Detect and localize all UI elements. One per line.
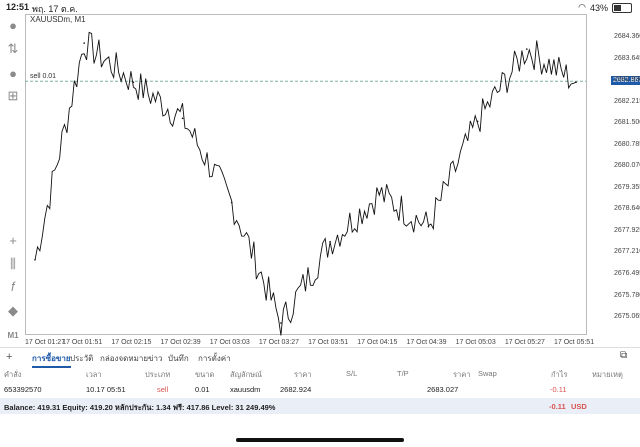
y-tick-label: 2682.930 [614,76,640,84]
y-tick-label: 2680.785 [614,140,640,148]
price-point [329,240,331,243]
header-symbol: สัญลักษณ์ [230,370,263,379]
header-size: ขนาด [195,370,215,379]
order-profit: -0.11 [550,385,567,394]
candle-icon[interactable]: ⫼ [10,256,16,271]
order-current-price: 2683.027 [427,385,459,394]
left-toolbar: ● ⇅ ● ⊞ + ⫼ 𝑓 ◆ M1 [0,14,24,344]
header-price: ราคา [294,370,312,379]
tab-mailbox[interactable]: กล่องจดหมาย [100,354,149,363]
x-tick-label: 17 Oct 04:15 [357,339,398,346]
wifi-icon: ◠ [578,2,586,12]
price-point [575,81,577,83]
panel-toggle-icon[interactable]: ⧉ [620,350,628,361]
function-icon[interactable]: 𝑓 [10,279,16,294]
x-tick-label: 17 Oct 03:03 [209,339,250,346]
x-tick-label: 17 Oct 01:27 [25,339,66,346]
balance-bar: Balance: 419.31 Equity: 419.20 หลักประกั… [0,398,640,414]
header-swap: Swap [478,369,497,378]
order-time: 10.17 05:51 [86,385,126,394]
current-price-tag: 2682.867 [611,76,640,85]
tab-history[interactable]: ประวัติ [70,354,94,363]
order-symbol: xauusdm [230,385,261,394]
table-row[interactable]: 653392570 10.17 05:51 sell 0.01 xauusdm … [0,382,640,396]
price-point [427,225,430,228]
y-tick-label: 2675.065 [614,313,640,321]
price-point [526,48,528,50]
header-tp: T/P [397,369,409,378]
price-point [181,117,184,120]
price-series-line [34,31,577,336]
x-tick-label: 17 Oct 03:27 [258,339,299,346]
add-icon[interactable]: + [6,351,13,363]
balance-profit: -0.11 [549,402,566,411]
chart-canvas [25,14,587,336]
x-tick-label: 17 Oct 05:27 [504,339,545,346]
y-tick-label: 2679.355 [614,183,640,191]
y-tick-label: 2680.070 [614,162,640,170]
y-tick-label: 2675.780 [614,291,640,299]
crosshair-icon[interactable]: + [9,232,17,248]
price-point [378,192,381,195]
x-tick-label: 17 Oct 02:39 [160,339,201,346]
price-point [132,81,135,83]
balance-currency: USD [571,402,587,411]
y-tick-label: 2681.500 [614,119,640,127]
order-price: 2682.924 [280,385,312,394]
price-chart[interactable]: XAUUSDm, M1 sell 0.01 2682.867 2684.360 2… [25,14,640,347]
objects-icon[interactable]: ◆ [8,303,18,318]
y-tick-label: 2677.925 [614,226,640,234]
bottom-tabs: + การซื้อขาย ประวัติ กล่องจดหมาย ข่าว บั… [0,347,640,368]
y-tick-label: 2677.210 [614,248,640,256]
x-tick-label: 17 Oct 04:39 [406,339,447,346]
price-point [34,258,36,261]
header-price2: ราคา [453,370,471,379]
tab-trade[interactable]: การซื้อขาย [32,354,71,368]
order-size: 0.01 [195,385,210,394]
x-tick-label: 17 Oct 02:15 [111,339,152,346]
header-comment: หมายเหตุ [592,370,623,379]
status-right: ◠ 43% [578,2,632,13]
tab-journal[interactable]: บันทึก [168,354,189,363]
order-type: sell [157,385,169,394]
account-icon[interactable]: ● [9,17,17,33]
header-time: เวลา [86,370,102,379]
y-tick-label: 2683.645 [614,54,640,62]
y-tick-label: 2684.360 [614,33,640,41]
x-tick-label: 17 Oct 03:51 [308,339,349,346]
price-point [476,120,479,123]
timeframe-button[interactable]: M1 [7,330,19,340]
y-tick-label: 2682.215 [614,97,640,105]
table-header: คำสั่ง เวลา ประเภท ขนาด สัญลักษณ์ ราคา S… [0,366,640,380]
price-point [280,322,282,324]
header-order: คำสั่ง [4,370,22,379]
header-type: ประเภท [145,370,171,379]
home-indicator[interactable] [236,438,404,442]
y-tick-label: 2678.640 [614,205,640,213]
order-id: 653392570 [4,385,42,394]
battery-icon [612,2,632,13]
price-point [83,42,85,44]
x-tick-label: 17 Oct 05:03 [455,339,496,346]
price-point [230,201,233,204]
chat-icon[interactable]: ● [9,65,17,81]
x-tick-label: 17 Oct 05:51 [554,339,595,346]
add-chart-icon[interactable]: ⊞ [7,88,19,103]
symbol-label: XAUUSDm, M1 [30,15,86,24]
x-tick-label: 17 Oct 01:51 [62,339,103,346]
tab-settings[interactable]: การตั้งค่า [198,354,231,363]
status-date: พฤ. 17 ต.ค. [32,4,78,14]
y-tick-label: 2676.495 [614,269,640,277]
trade-icon[interactable]: ⇅ [7,41,19,56]
tab-news[interactable]: ข่าว [148,354,163,363]
status-bar: 12:51 พฤ. 17 ต.ค. ◠ 43% [0,0,640,14]
header-sl: S/L [346,369,358,378]
status-time: 12:51 [6,2,30,12]
balance-summary: Balance: 419.31 Equity: 419.20 หลักประกั… [4,403,276,412]
header-profit: กำไร [551,370,568,379]
sell-line-label: sell 0.01 [30,73,57,80]
battery-percent: 43% [589,2,608,13]
